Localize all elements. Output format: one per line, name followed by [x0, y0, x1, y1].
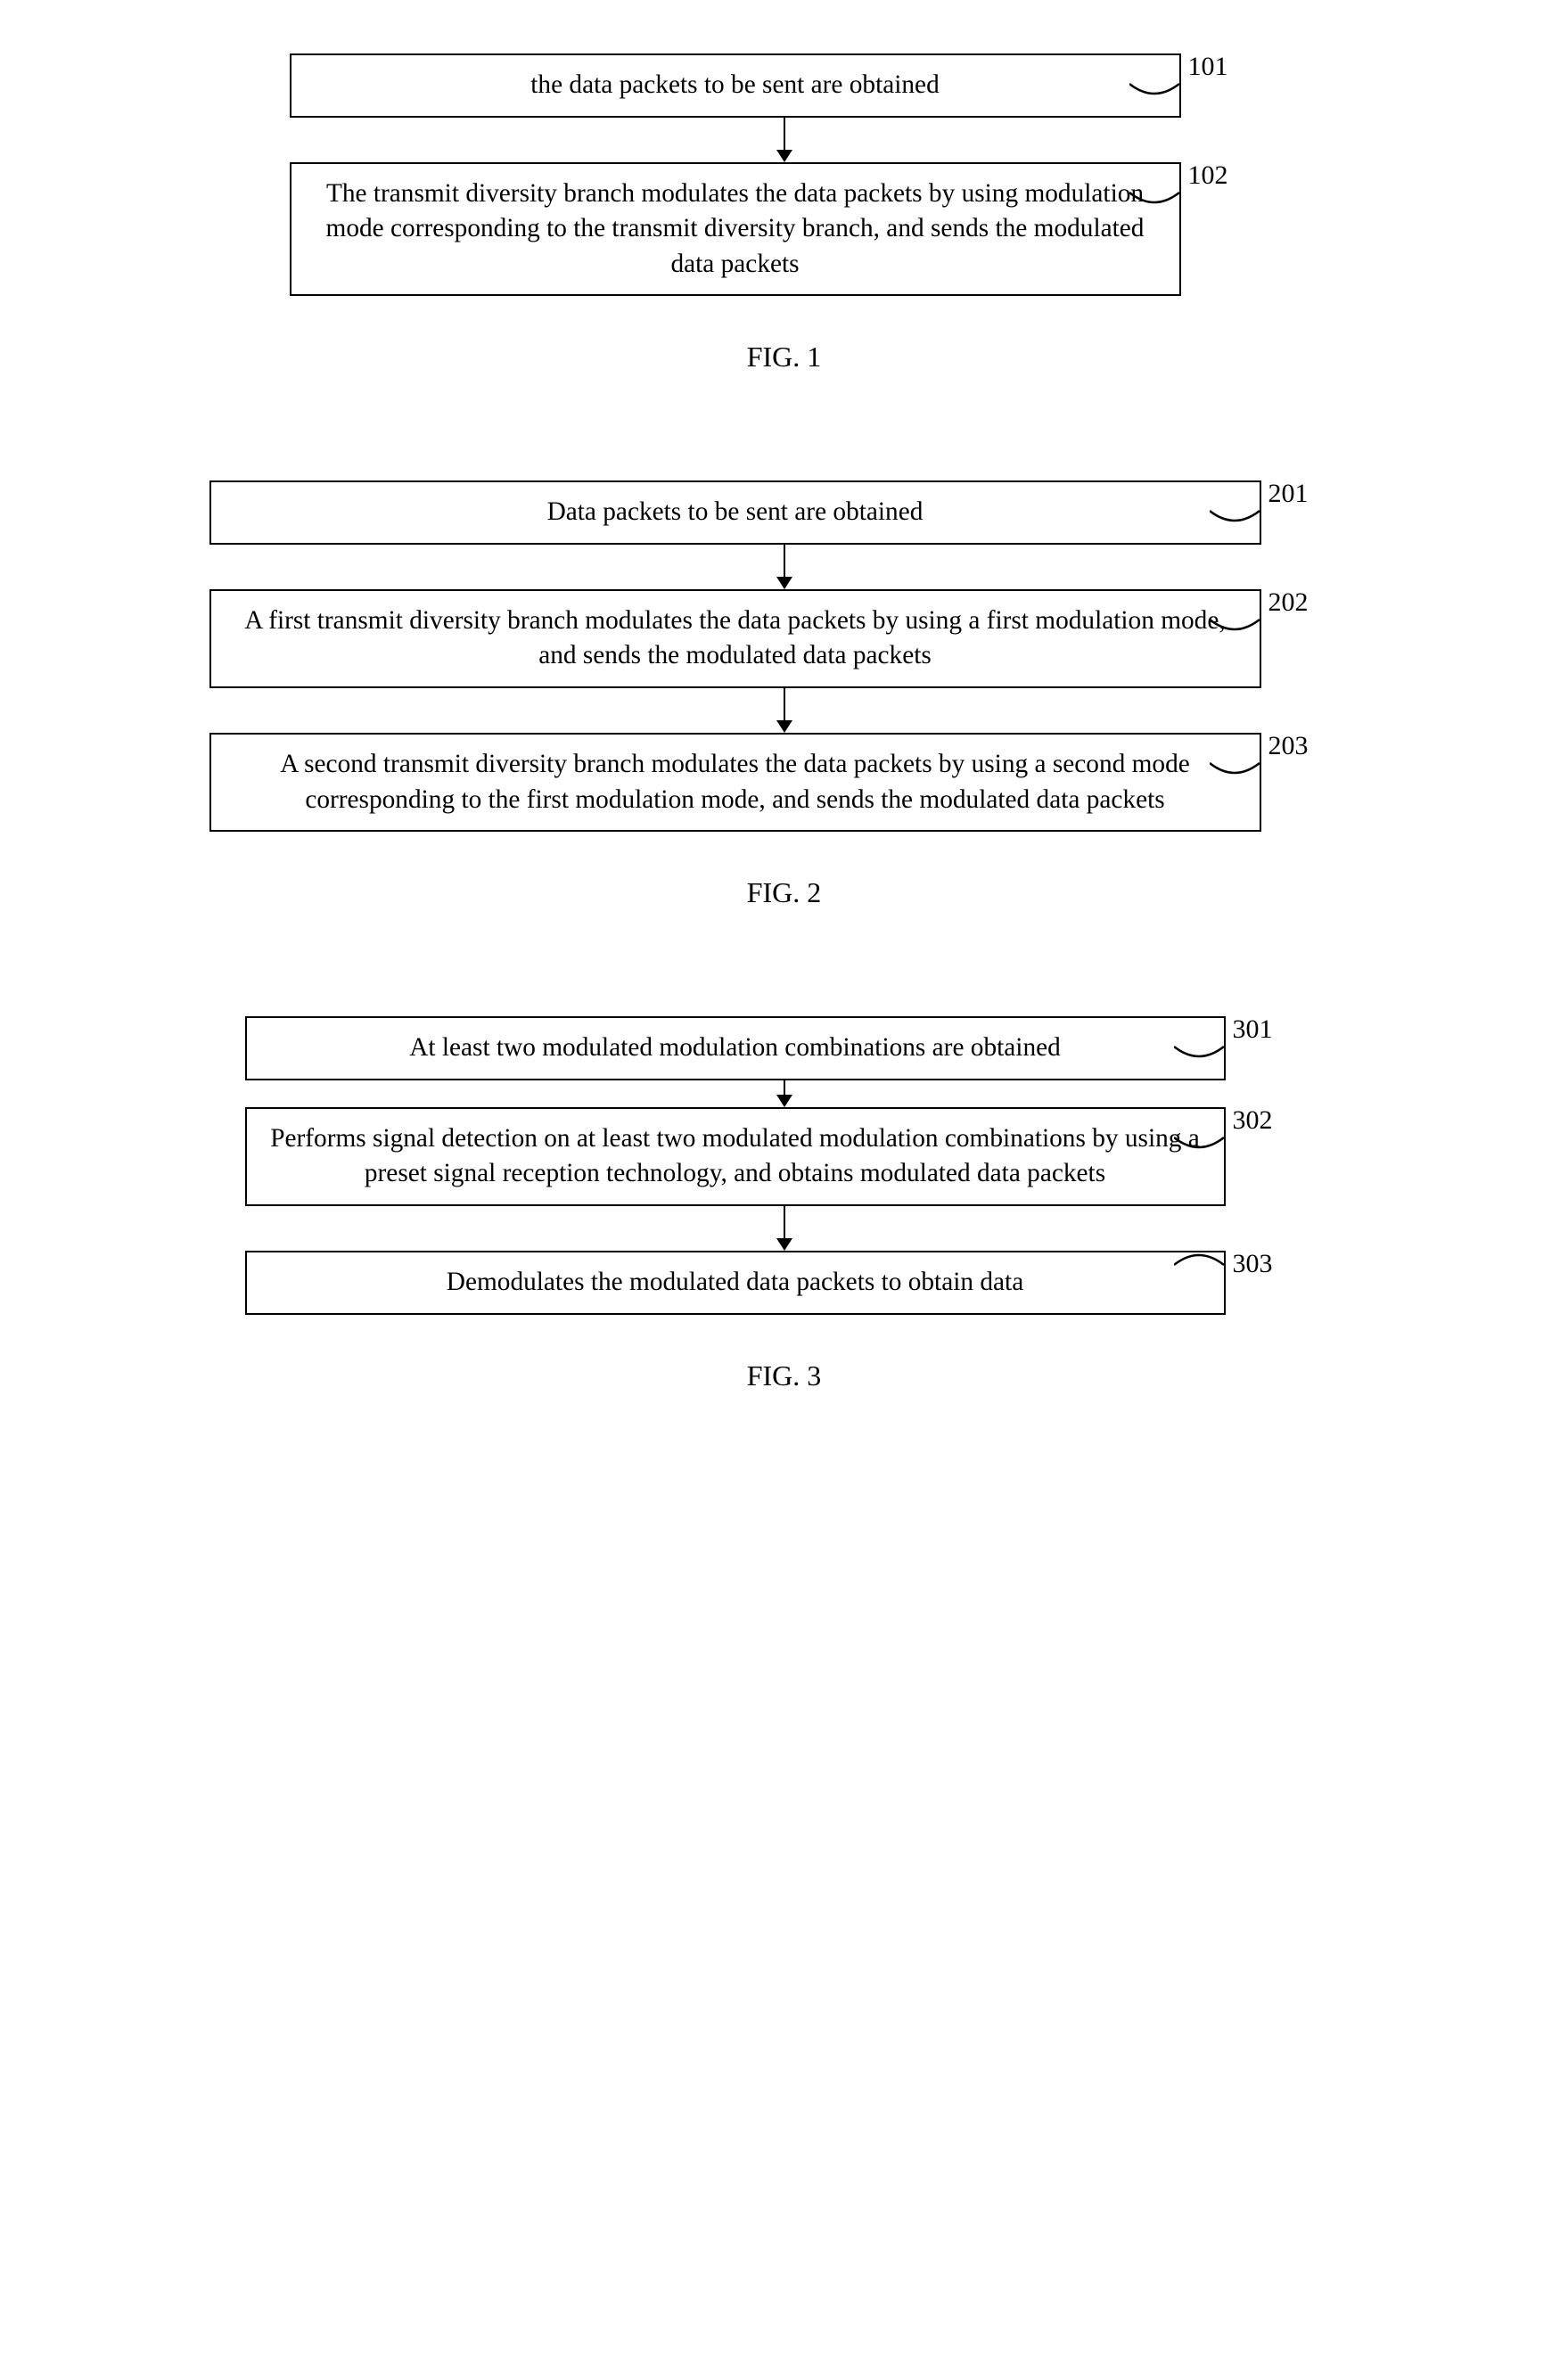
step-row: Performs signal detection on at least tw…: [89, 1107, 1479, 1206]
flow-arrow: [784, 545, 785, 589]
flow-arrow: [784, 688, 785, 733]
figure-2: Data packets to be sent are obtained 201…: [89, 480, 1479, 909]
label-hook: [1210, 758, 1263, 783]
flow-box: The transmit diversity branch modulates …: [290, 162, 1181, 297]
step-label: 302: [1233, 1105, 1273, 1136]
label-hook: [1174, 1132, 1227, 1157]
step-label: 301: [1233, 1014, 1273, 1045]
figure-caption: FIG. 1: [89, 341, 1479, 374]
step-row: The transmit diversity branch modulates …: [89, 162, 1479, 297]
label-hook: [1129, 187, 1183, 212]
step-label: 303: [1233, 1249, 1273, 1279]
flow-box: Data packets to be sent are obtained: [209, 480, 1261, 545]
flowchart: the data packets to be sent are obtained…: [89, 53, 1479, 296]
step-label: 101: [1188, 52, 1228, 82]
step-row: A first transmit diversity branch modula…: [89, 589, 1479, 688]
flow-box: Performs signal detection on at least tw…: [245, 1107, 1226, 1206]
step-label: 201: [1268, 479, 1309, 509]
step-row: A second transmit diversity branch modul…: [89, 733, 1479, 832]
step-row: At least two modulated modulation combin…: [89, 1016, 1479, 1080]
flow-box: the data packets to be sent are obtained: [290, 53, 1181, 118]
flow-box: A second transmit diversity branch modul…: [209, 733, 1261, 832]
step-label: 203: [1268, 731, 1309, 761]
step-row: Demodulates the modulated data packets t…: [89, 1251, 1479, 1315]
step-row: Data packets to be sent are obtained 201: [89, 480, 1479, 545]
step-label: 102: [1188, 160, 1228, 191]
flow-arrow: [784, 1206, 785, 1251]
label-hook: [1210, 505, 1263, 530]
flowchart: Data packets to be sent are obtained 201…: [89, 480, 1479, 832]
step-label: 202: [1268, 587, 1309, 618]
figure-3: At least two modulated modulation combin…: [89, 1016, 1479, 1392]
flowchart: At least two modulated modulation combin…: [89, 1016, 1479, 1314]
figure-caption: FIG. 3: [89, 1359, 1479, 1392]
flow-box: A first transmit diversity branch modula…: [209, 589, 1261, 688]
label-hook: [1129, 78, 1183, 103]
flow-arrow: [784, 1080, 785, 1107]
label-hook: [1210, 614, 1263, 639]
flow-arrow: [784, 118, 785, 162]
flow-box: Demodulates the modulated data packets t…: [245, 1251, 1226, 1315]
label-hook: [1174, 1245, 1227, 1270]
figure-1: the data packets to be sent are obtained…: [89, 53, 1479, 374]
label-hook: [1174, 1041, 1227, 1066]
step-row: the data packets to be sent are obtained…: [89, 53, 1479, 118]
figure-caption: FIG. 2: [89, 876, 1479, 909]
flow-box: At least two modulated modulation combin…: [245, 1016, 1226, 1080]
